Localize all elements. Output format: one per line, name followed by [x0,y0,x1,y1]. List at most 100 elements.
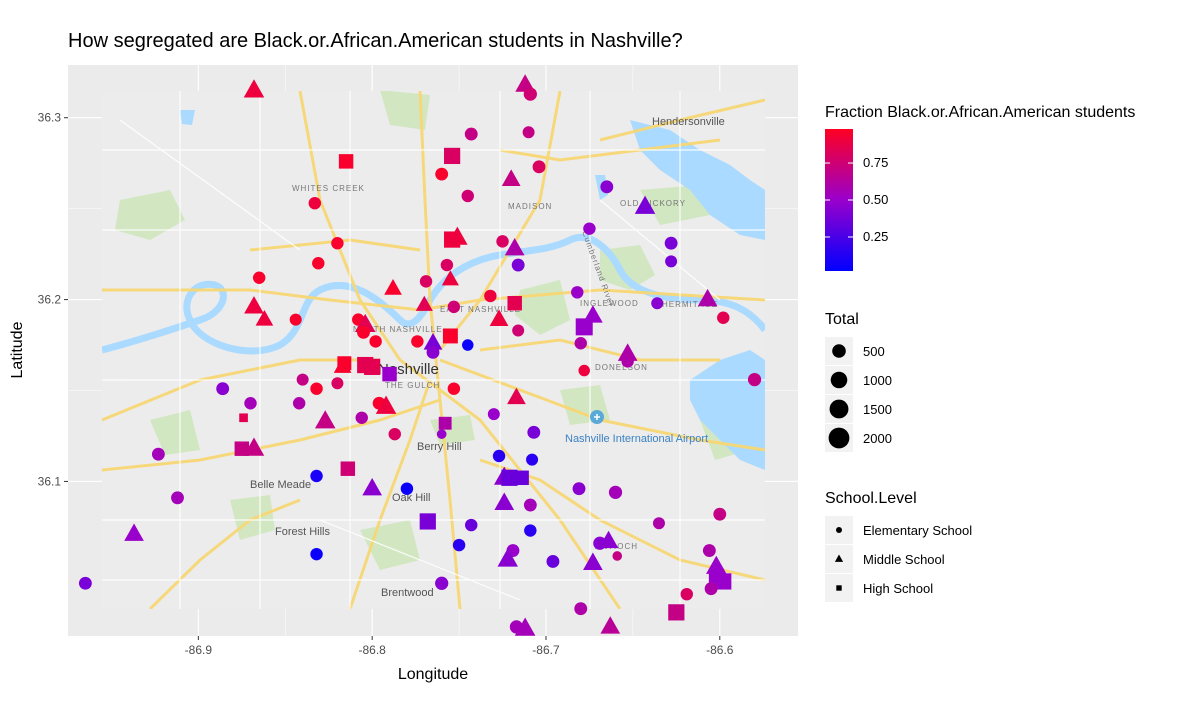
school-point-elementary [511,258,525,272]
school-point-elementary [419,275,433,288]
size-legend-label: 2000 [863,431,892,446]
school-point-elementary [464,127,478,141]
school-point-elementary [578,364,590,377]
y-tick-label: 36.2 [38,293,62,307]
school-point-elementary [652,517,665,530]
school-point-elementary [523,498,537,512]
y-axis: 36.1 36.2 36.3 [38,111,68,488]
school-point-elementary [612,551,623,561]
colorbar-tick-label: 0.75 [863,155,888,170]
map-label-hendersonville: Hendersonville [652,116,725,128]
school-point-elementary [440,258,454,272]
school-point-elementary [296,373,309,386]
school-point-elementary [526,453,539,466]
school-point-elementary [484,289,497,303]
map-label-belle-meade: Belle Meade [250,479,311,491]
map-label-forest-hills: Forest Hills [275,526,331,538]
school-point-elementary [574,602,588,616]
school-point-elementary [680,587,693,601]
map-label-hermitage: HERMITAGE [662,300,718,309]
school-point-elementary [435,576,449,590]
school-point-middle [489,309,509,326]
school-point-elementary [447,382,461,395]
shape-legend-symbol-circle [836,527,842,533]
school-point-middle [362,477,382,496]
school-point-elementary [216,382,230,396]
school-point-elementary [78,576,92,590]
school-point-elementary [621,355,634,368]
school-point-elementary [492,449,506,463]
size-legend-label: 500 [863,344,885,359]
school-point-middle [583,552,603,570]
school-point-elementary [426,345,440,359]
school-point-elementary [593,536,607,550]
size-legend-symbol [829,399,849,419]
school-point-elementary [436,429,447,439]
school-point-elementary [369,335,382,348]
school-point-elementary [388,427,401,441]
y-tick-label: 36.1 [38,474,62,488]
school-point-high [507,295,522,311]
school-point-high [338,154,354,169]
school-point-middle [697,288,718,307]
school-point-high [438,416,452,430]
school-point-elementary [571,286,584,299]
chart-title: How segregated are Black.or.African.Amer… [68,30,683,52]
school-point-high [514,470,529,486]
school-point-middle [494,492,515,510]
school-point-elementary [411,335,424,348]
school-point-elementary [357,325,370,339]
school-point-elementary [151,447,165,461]
shape-legend-title: School.Level [825,490,917,507]
school-point-elementary [524,524,537,537]
school-point-middle [314,410,336,429]
colorbar-ticks: 0.25 0.50 0.75 [825,155,888,244]
size-legend-label: 1000 [863,373,892,388]
school-point-elementary [244,397,257,410]
school-point-middle [415,295,433,311]
school-point-elementary [532,160,546,174]
school-point-elementary [355,411,368,424]
school-point-middle [243,79,265,98]
school-point-middle [423,333,443,350]
school-point-elementary [447,300,461,314]
shape-legend-label: High School [863,581,933,596]
school-point-high [575,318,593,336]
school-point-middle [244,296,264,314]
map-label-east-nashville: EAST NASHVILLE [440,305,521,314]
school-point-elementary [435,167,449,181]
school-point-elementary [292,397,306,410]
map-label-donelson: DONELSON [595,363,648,372]
y-tick-label: 36.3 [38,111,62,125]
shape-legend: School.Level Elementary School Middle Sch… [825,490,972,602]
school-point-elementary [600,180,614,194]
school-point-middle [501,169,521,186]
basemap-river [102,233,765,355]
school-point-elementary [702,544,716,557]
school-point-elementary [289,313,302,326]
school-point-high [715,573,732,590]
school-point-elementary [310,469,323,483]
school-point-elementary [608,485,623,499]
school-point-high [444,147,461,165]
school-point-elementary [522,126,535,139]
school-point-elementary [331,236,344,250]
school-point-elementary [664,236,678,250]
school-point-elementary [523,87,537,101]
x-tick-label: -86.7 [532,643,560,657]
school-point-high [364,358,381,375]
school-point-elementary [583,222,596,235]
shape-legend-label: Elementary School [863,523,972,538]
school-point-elementary [527,425,541,439]
x-tick-label: -86.8 [358,643,386,657]
school-point-elementary [574,337,587,350]
school-point-elementary [465,518,478,532]
school-point-elementary [252,271,266,284]
school-point-elementary [171,491,184,505]
school-point-elementary [310,382,323,395]
size-legend-items: 500 1000 1500 2000 [825,337,892,452]
school-point-elementary [462,339,474,351]
size-legend-label: 1500 [863,402,892,417]
school-point-elementary [308,196,322,210]
